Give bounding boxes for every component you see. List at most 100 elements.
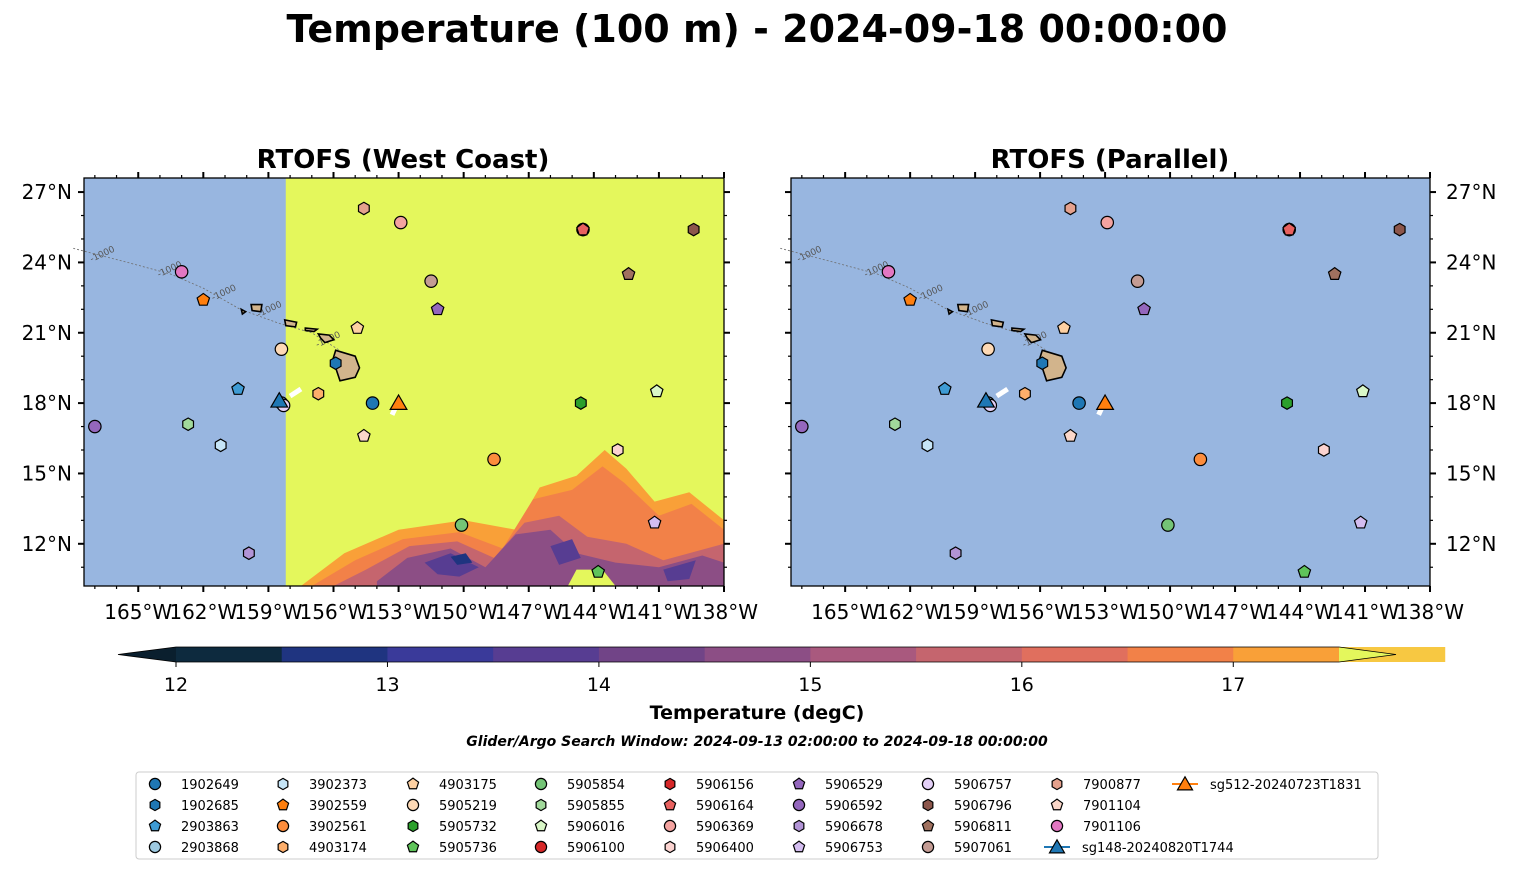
marker-5906753 [1353,515,1368,529]
legend-marker-5906796 [922,798,934,812]
legend-label-5906164: 5906164 [696,799,754,814]
marker-5905732 [574,396,587,410]
x-tick-label: 150°W [1136,600,1204,624]
legend-label-5906100: 5906100 [567,841,625,856]
colorbar-label: Temperature (degC) [650,702,865,724]
marker-5906164 [576,222,590,236]
legend-label-5905219: 5905219 [439,799,497,814]
legend-marker-1902649 [148,777,162,791]
island-landmass [316,332,336,344]
legend-label-7901104: 7901104 [1083,799,1141,814]
legend-marker-5906400 [664,840,676,854]
legend-box [135,771,1379,860]
colorbar-under-arrow [118,647,176,662]
x-tick-label: 138°W [690,600,758,624]
legend-label-4903174: 4903174 [309,841,367,856]
legend-marker-4903174 [277,840,289,854]
marker-5905855 [888,417,901,432]
colorbar-tick-label: 12 [164,674,188,696]
legend-label-5906016: 5906016 [567,820,625,835]
marker-4903175 [1057,320,1071,334]
x-tick-label: 144°W [560,600,628,624]
colorbar-tick-label: 17 [1221,674,1245,696]
legend-marker-3902559 [276,798,290,811]
x-tick-label: 162°W [876,600,944,624]
map-frame [83,177,725,587]
marker-5906796 [1393,222,1406,237]
marker-5905736 [1297,564,1312,578]
marker-sg148-20240820T1744 [976,391,996,408]
colorbar-segment [704,647,811,662]
legend-marker-5906016 [534,819,548,832]
colorbar-tick-label: 15 [798,674,822,696]
island-landmass [304,327,320,333]
legend-label-7900877: 7900877 [1083,778,1141,793]
y-tick-label: 24°N [1446,250,1496,274]
marker-sg148-20240820T1744 [269,391,289,408]
marker-5906811 [621,266,636,280]
search-window-note: Glider/Argo Search Window: 2024-09-13 02… [466,734,1048,750]
legend-marker-7901106 [1050,819,1064,833]
legend-label-2903868: 2903868 [181,841,239,856]
legend-label-5907061: 5907061 [954,841,1012,856]
legend-marker-4903175 [406,777,420,790]
island-landmass [946,307,954,316]
legend-marker-5906164 [663,798,677,811]
marker-5906811 [1327,266,1342,280]
legend-marker-5905732 [407,819,419,833]
legend-marker-sg512-20240723T1831 [1176,775,1194,791]
y-tick-label: 15°N [22,461,72,485]
marker-7901106 [881,264,896,279]
marker-5905219 [981,342,995,356]
x-tick-label: 159°W [234,600,302,624]
legend-label-5906369: 5906369 [696,820,754,835]
colorbar-segment [916,647,1023,662]
legend-label-5905855: 5905855 [567,799,625,814]
panel-title-parallel: RTOFS (Parallel) [991,145,1230,175]
legend-marker-3902373 [277,777,289,791]
island-landmass [240,307,248,316]
legend-label-3902559: 3902559 [309,799,367,814]
legend-label-5906156: 5906156 [696,778,754,793]
x-tick-label: 150°W [430,600,498,624]
marker-1902685 [1036,356,1049,371]
marker-3902559 [196,292,211,306]
legend-marker-5906100 [534,840,548,854]
marker-5906592 [88,419,102,434]
marker-2903863 [231,381,245,395]
legend-label-4903175: 4903175 [439,778,497,793]
legend-marker-5907061 [921,840,935,854]
legend-label-1902685: 1902685 [181,799,239,814]
temperature-contour-patch [550,539,581,565]
legend-marker-5906369 [663,819,677,833]
x-tick-label: 141°W [1331,600,1399,624]
legend-label-5906811: 5906811 [954,820,1012,835]
map-panel-west-coast: RTOFS (West Coast) -1000-1000-1000-1000-… [22,145,759,624]
y-tick-label: 21°N [22,321,72,345]
marker-5906678 [242,546,255,561]
marker-5906400 [1317,443,1330,457]
x-tick-label: 153°W [365,600,433,624]
temperature-contour-patch [450,553,473,565]
island-landmass [1011,327,1027,333]
colorbar-segment [387,647,494,662]
marker-5907061 [424,274,438,288]
marker-5906529 [1137,302,1151,316]
legend-marker-5906592 [792,798,806,812]
colorbar: 12 13 14 15 16 17 [117,646,1446,696]
marker-7901104 [356,428,371,442]
y-tick-label: 24°N [22,250,72,274]
marker-4903174 [312,386,325,401]
legend-label-5906753: 5906753 [825,841,883,856]
x-tick-label: 162°W [169,600,237,624]
colorbar-segment [1233,647,1340,662]
x-tick-label: 141°W [625,600,693,624]
legend-label-sg148-20240820T1744: sg148-20240820T1744 [1082,841,1234,856]
y-tick-label: 12°N [22,532,72,556]
marker-5907061 [1130,274,1145,288]
colorbar-segment [1021,647,1129,662]
glider-track [288,386,303,399]
colorbar-segment [176,647,283,662]
legend-label-5905736: 5905736 [439,841,497,856]
